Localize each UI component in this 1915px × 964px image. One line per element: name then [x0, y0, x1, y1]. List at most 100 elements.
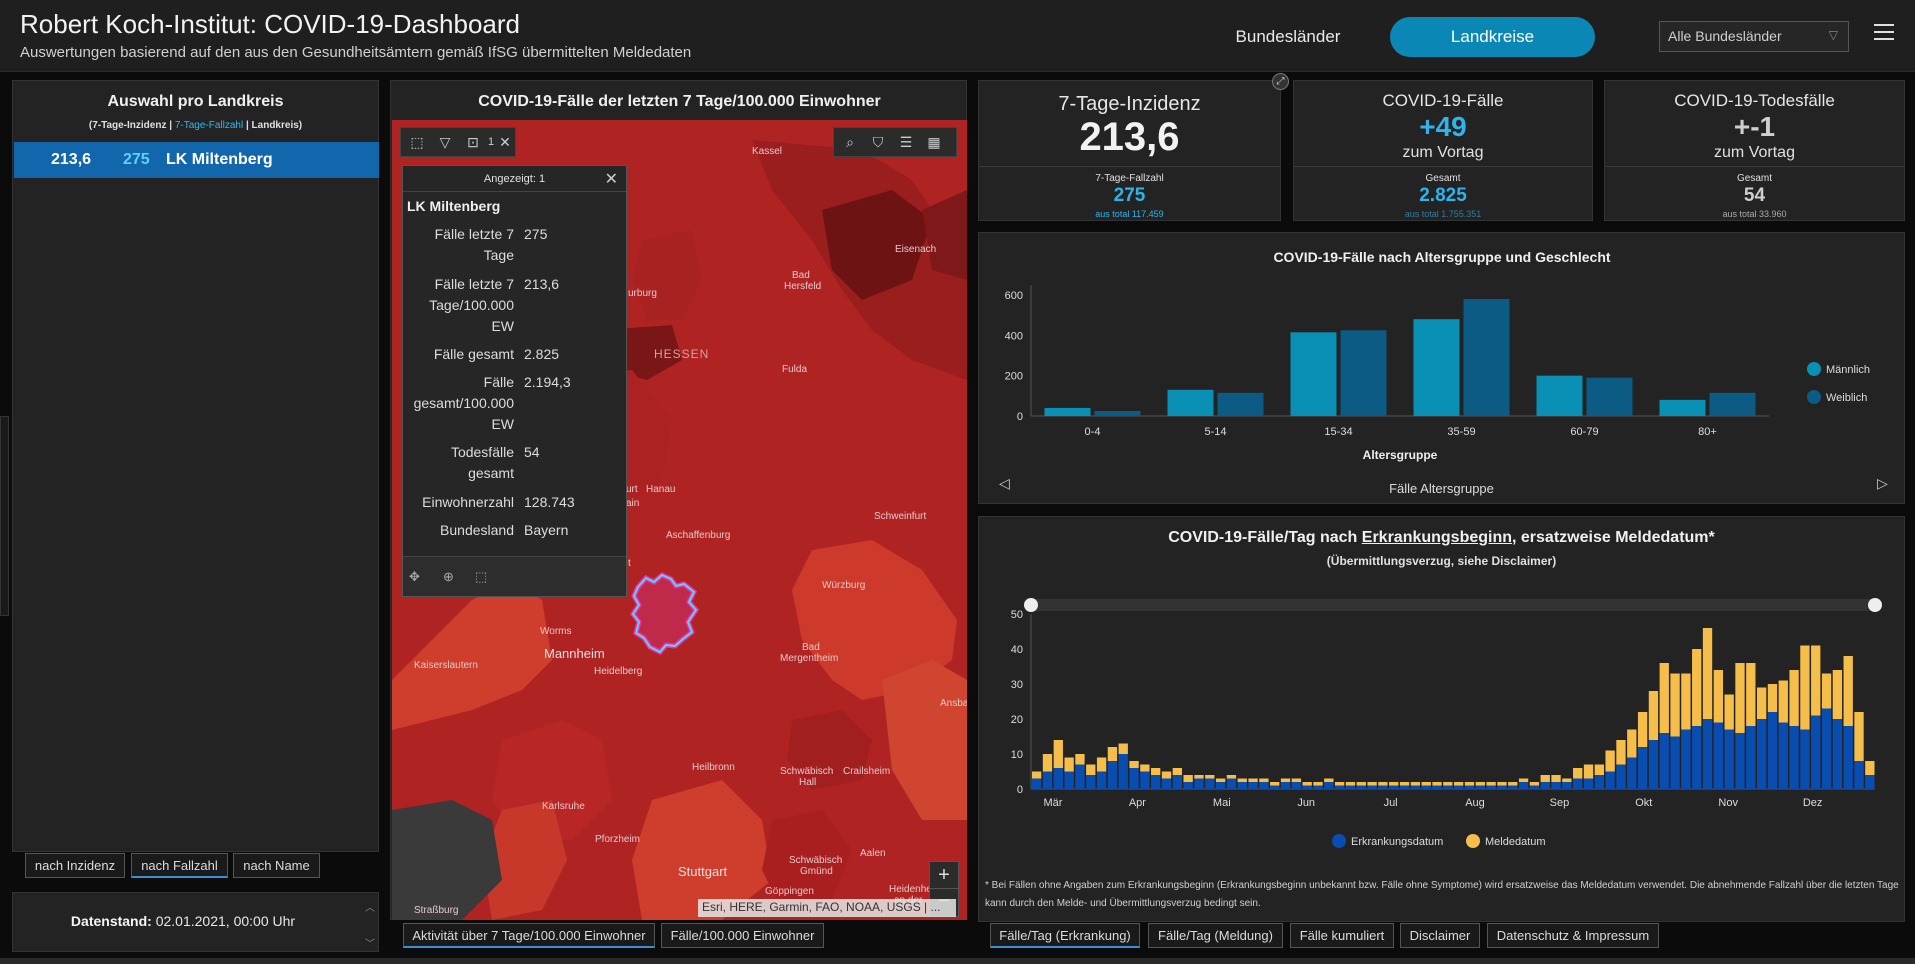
bar-erkrankungsdatum — [1389, 785, 1399, 789]
region-france — [392, 800, 502, 920]
bar-meldedatum — [1800, 645, 1810, 730]
region-wuerzburg — [792, 540, 957, 700]
legend-label: Männlich — [1826, 364, 1870, 376]
chevron-right-icon[interactable]: ▷ — [1877, 475, 1888, 491]
state-select[interactable]: Alle Bundesländer ▽ — [1659, 21, 1849, 52]
bar-erkrankungsdatum — [1724, 729, 1734, 789]
stat-sub-label: Gesamt — [1736, 173, 1772, 184]
tab-aktivitaet-7-tage[interactable]: Aktivität über 7 Tage/100.000 Einwohner — [403, 923, 655, 948]
popup-key: Todesfälle gesamt — [450, 444, 514, 481]
bar-erkrankungsdatum — [1378, 785, 1388, 789]
popup-key: Fälle letzte 7 Tage — [434, 226, 514, 263]
chevron-down-icon[interactable]: ▽ — [439, 134, 451, 150]
stat-sub-value: 54 — [1743, 185, 1766, 206]
bar-männlich-60-79 — [1536, 375, 1583, 416]
sort-by-name-button[interactable]: nach Name — [233, 853, 320, 878]
list-item[interactable]: 213,6 275 LK Miltenberg — [14, 142, 379, 178]
zoom-to-icon[interactable]: ⊕ — [443, 569, 454, 584]
y-tick-label: 10 — [1011, 749, 1023, 761]
scroll-down-icon[interactable]: ﹀ — [365, 939, 375, 950]
list-item-fallzahl: 275 — [123, 151, 150, 168]
bar-meldedatum — [1345, 782, 1356, 786]
x-tick-label: Apr — [1129, 797, 1146, 809]
search-icon[interactable]: ⌕ — [846, 134, 854, 150]
bar-meldedatum — [1648, 691, 1659, 740]
pan-icon[interactable]: ✥ — [409, 569, 420, 584]
side-handle[interactable] — [0, 416, 9, 616]
stat-title: COVID-19-Todesfälle — [1674, 91, 1835, 110]
basemap-gallery-icon[interactable]: ▦ — [927, 134, 941, 150]
bar-erkrankungsdatum — [1226, 778, 1237, 789]
map-attribution[interactable]: Esri, HERE, Garmin, FAO, NOAA, USGS | ..… — [698, 899, 956, 917]
map-label-urt: urt — [626, 484, 638, 495]
tab-faelle-100000[interactable]: Fälle/100.000 Einwohner — [661, 923, 824, 948]
bar-meldedatum — [1096, 757, 1107, 772]
bar-erkrankungsdatum — [1443, 785, 1453, 789]
scroll-up-icon[interactable]: ︿ — [365, 903, 375, 914]
bar-erkrankungsdatum — [1627, 757, 1637, 789]
bar-meldedatum — [1692, 649, 1702, 726]
stat-sub-label: Gesamt — [1425, 173, 1461, 184]
zoom-in-button[interactable]: + — [930, 862, 958, 889]
daily-title-link[interactable]: Erkrankungsbeginn — [1361, 529, 1513, 546]
stat-value: +49 — [1419, 111, 1467, 142]
bar-meldedatum — [1042, 754, 1053, 772]
legend-swatch — [1807, 362, 1821, 376]
stat-divider — [1294, 166, 1592, 167]
map-label-wuerzburg: Würzburg — [822, 580, 866, 591]
map[interactable]: Kassel Eisenach Bad Hersfeld HESSEN Fuld… — [392, 120, 967, 920]
popup-key: Fälle gesamt — [433, 346, 514, 362]
select-feature-icon[interactable]: ⬚ — [410, 134, 424, 150]
tab-faelle-tag-erkrankung[interactable]: Fälle/Tag (Erkrankung) — [990, 923, 1140, 948]
bar-erkrankungsdatum — [1562, 782, 1572, 789]
bar-meldedatum — [1389, 782, 1399, 786]
popup-value: 2.194,3 — [524, 374, 571, 390]
tab-faelle-tag-meldung[interactable]: Fälle/Tag (Meldung) — [1148, 923, 1283, 948]
bar-erkrankungsdatum — [1670, 736, 1680, 789]
y-tick-label: 50 — [1011, 609, 1023, 621]
bar-erkrankungsdatum — [1529, 785, 1540, 789]
bar-erkrankungsdatum — [1302, 785, 1312, 789]
bar-erkrankungsdatum — [1172, 775, 1182, 789]
bar-meldedatum — [1215, 778, 1226, 782]
bar-weiblich-5-14 — [1217, 392, 1264, 416]
bar-meldedatum — [1821, 673, 1832, 709]
popup-row: Todesfälle gesamt 54 — [403, 442, 626, 482]
expand-icon[interactable]: ⤢ — [1272, 73, 1289, 90]
selection-count-icon[interactable]: ⊡ — [467, 134, 479, 150]
chevron-down-icon: ▽ — [1828, 28, 1838, 42]
bar-meldedatum — [1183, 775, 1193, 782]
bar-erkrankungsdatum — [1497, 785, 1507, 789]
map-label-pforzheim: Pforzheim — [595, 834, 641, 845]
landkreis-list-panel: Auswahl pro Landkreis (7-Tage-Inzidenz |… — [12, 80, 379, 852]
bar-erkrankungsdatum — [1778, 722, 1788, 789]
sort-by-fallzahl-button[interactable]: nach Fallzahl — [131, 853, 228, 878]
popup-value: 54 — [524, 444, 540, 460]
select-feature-icon[interactable]: ⬚ — [475, 569, 488, 584]
bookmark-icon[interactable]: ⛉ — [872, 134, 884, 150]
bar-meldedatum — [1497, 782, 1507, 786]
list-icon[interactable]: ☰ — [899, 134, 913, 150]
map-label-aschaffenburg: Aschaffenburg — [666, 530, 731, 541]
landkreise-button[interactable]: Landkreise — [1390, 17, 1595, 57]
close-icon[interactable]: ✕ — [499, 134, 511, 150]
close-icon[interactable]: ✕ — [604, 171, 618, 188]
bar-meldedatum — [1616, 740, 1626, 765]
tab-disclaimer[interactable]: Disclaimer — [1400, 923, 1480, 948]
x-tick-label: Mai — [1213, 797, 1231, 809]
bundeslaender-button[interactable]: Bundesländer — [1235, 27, 1341, 46]
x-tick-label: Okt — [1635, 797, 1652, 809]
map-label-worms: Worms — [540, 626, 572, 637]
bottom-scrollbar[interactable] — [0, 958, 1915, 964]
hamburger-menu-icon[interactable] — [1874, 24, 1894, 42]
x-axis-label: Altersgruppe — [1363, 448, 1438, 462]
tab-datenschutz-impressum[interactable]: Datenschutz & Impressum — [1487, 923, 1659, 948]
y-tick-label: 0 — [1017, 411, 1023, 423]
bar-erkrankungsdatum — [1032, 778, 1042, 789]
region-schwaebisch-hall — [787, 710, 872, 790]
tab-faelle-kumuliert[interactable]: Fälle kumuliert — [1290, 923, 1394, 948]
chevron-left-icon[interactable]: ◁ — [999, 475, 1010, 491]
sort-by-inzidenz-button[interactable]: nach Inzidenz — [25, 853, 125, 878]
bar-meldedatum — [1627, 729, 1637, 758]
bar-erkrankungsdatum — [1508, 785, 1518, 789]
